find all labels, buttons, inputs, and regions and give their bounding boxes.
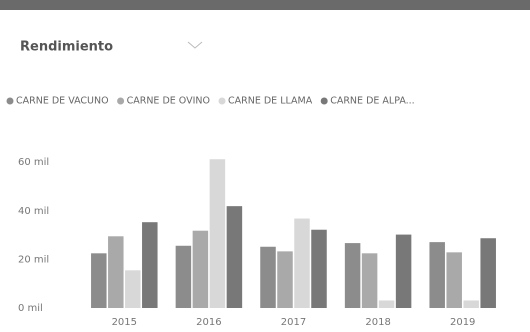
y-tick-label: 60 mil bbox=[18, 157, 49, 168]
bar bbox=[209, 159, 226, 308]
legend-label: CARNE DE ALPA... bbox=[330, 96, 415, 107]
dropdown-chevron[interactable] bbox=[187, 41, 203, 49]
bar bbox=[361, 253, 378, 308]
bar bbox=[277, 251, 293, 308]
bar bbox=[125, 270, 141, 308]
bar bbox=[260, 246, 276, 308]
y-tick-label: 20 mil bbox=[18, 254, 49, 265]
legend-label: CARNE DE VACUNO bbox=[16, 96, 109, 107]
bar bbox=[429, 242, 445, 308]
bar bbox=[175, 245, 192, 308]
bar bbox=[395, 234, 412, 308]
bar bbox=[344, 243, 361, 308]
bar bbox=[463, 300, 479, 308]
x-tick-label: 2015 bbox=[112, 317, 137, 328]
bar bbox=[108, 236, 124, 308]
y-tick-label: 40 mil bbox=[18, 206, 49, 217]
x-tick-label: 2017 bbox=[281, 317, 306, 328]
bar bbox=[226, 206, 243, 308]
legend-label: CARNE DE OVINO bbox=[127, 96, 210, 107]
bar bbox=[142, 222, 158, 308]
y-tick-label: 0 mil bbox=[18, 303, 43, 314]
bar bbox=[446, 252, 462, 308]
bar bbox=[192, 230, 209, 308]
bar bbox=[378, 300, 395, 308]
header-bar bbox=[0, 0, 530, 10]
bar bbox=[480, 238, 496, 308]
legend-swatch bbox=[6, 97, 14, 105]
legend-label: CARNE DE LLAMA bbox=[228, 96, 313, 107]
legend-swatch bbox=[218, 97, 226, 105]
x-tick-label: 2019 bbox=[450, 317, 475, 328]
x-tick-label: 2018 bbox=[365, 317, 390, 328]
x-tick-label: 2016 bbox=[196, 317, 221, 328]
bar bbox=[294, 218, 310, 308]
dropdown-label[interactable]: Rendimiento bbox=[20, 40, 113, 55]
bar bbox=[311, 229, 327, 308]
bar bbox=[91, 253, 107, 308]
legend-swatch bbox=[320, 97, 328, 105]
legend-swatch bbox=[117, 97, 125, 105]
